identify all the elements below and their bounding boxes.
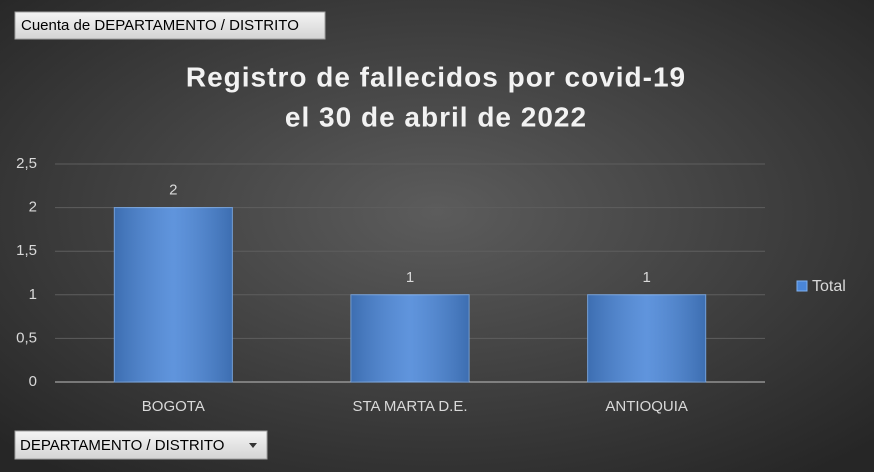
- y-tick-label: 2,5: [16, 155, 37, 172]
- bar: [587, 294, 707, 383]
- value-field-button[interactable]: Cuenta de DEPARTAMENTO / DISTRITO: [14, 11, 326, 40]
- legend-label: Total: [812, 278, 846, 295]
- dropdown-arrow: [249, 443, 257, 448]
- y-tick-label: 2: [29, 199, 37, 216]
- axis-field-button[interactable]: DEPARTAMENTO / DISTRITO: [14, 430, 268, 460]
- x-tick-label: BOGOTA: [142, 398, 205, 415]
- y-tick-label: 0,5: [16, 329, 37, 346]
- data-label: 2: [169, 182, 177, 199]
- chart-title: el 30 de abril de 2022: [285, 101, 587, 132]
- y-tick-label: 0: [29, 373, 37, 390]
- bar: [350, 294, 470, 383]
- button-label: DEPARTAMENTO / DISTRITO: [20, 437, 224, 454]
- legend-swatch: [796, 280, 808, 292]
- button-label: Cuenta de DEPARTAMENTO / DISTRITO: [21, 17, 299, 34]
- x-tick-label: ANTIOQUIA: [605, 398, 688, 415]
- chart-title: Registro de fallecidos por covid-19: [186, 61, 686, 92]
- x-tick-label: STA MARTA D.E.: [352, 398, 467, 415]
- data-label: 1: [642, 269, 650, 286]
- data-label: 1: [406, 269, 414, 286]
- y-tick-label: 1,5: [16, 242, 37, 259]
- y-tick-label: 1: [29, 286, 37, 303]
- bar: [113, 207, 233, 383]
